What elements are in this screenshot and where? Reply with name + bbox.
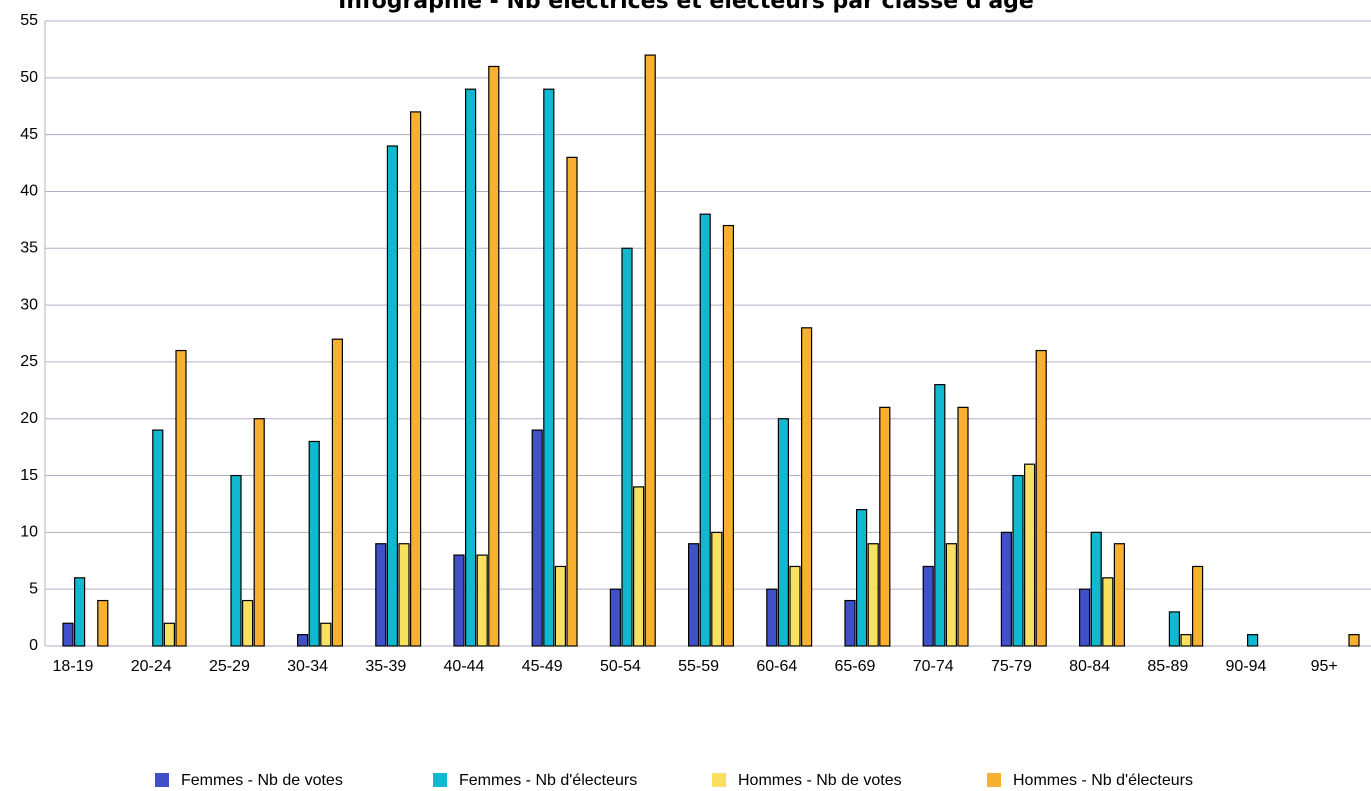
bar — [1246, 634, 1259, 647]
legend-swatch — [155, 773, 169, 787]
x-tick-label: 45-49 — [522, 658, 563, 675]
y-tick-label: 10 — [20, 524, 38, 541]
x-tick-label: 55-59 — [678, 658, 719, 675]
legend-label: Femmes - Nb d'électeurs — [459, 772, 637, 789]
bar — [609, 588, 622, 647]
bar — [957, 406, 969, 647]
bar — [453, 554, 465, 647]
bar — [62, 622, 74, 647]
x-tick-label: 20-24 — [131, 658, 172, 675]
bar — [386, 145, 398, 647]
y-tick-label: 45 — [20, 126, 38, 143]
x-tick-label: 75-79 — [991, 658, 1032, 675]
bar — [1035, 349, 1047, 647]
x-tick-label: 60-64 — [756, 658, 797, 675]
bar — [1012, 474, 1024, 647]
legend-label: Femmes - Nb de votes — [181, 772, 343, 789]
y-tick-label: 15 — [20, 467, 38, 484]
legend-label: Hommes - Nb de votes — [738, 772, 902, 789]
bar — [230, 474, 242, 647]
bar — [934, 384, 946, 647]
bar — [867, 543, 879, 647]
legend-swatch — [433, 773, 447, 787]
bar — [175, 349, 187, 647]
x-tick-label: 90-94 — [1226, 658, 1267, 675]
bar — [687, 543, 700, 647]
bar — [566, 156, 578, 647]
bar — [476, 554, 488, 647]
bar — [73, 577, 86, 647]
bar — [398, 543, 410, 647]
bar — [97, 599, 109, 647]
x-tick-label: 40-44 — [444, 658, 485, 675]
y-tick-label: 0 — [29, 637, 38, 654]
x-tick-label: 80-84 — [1069, 658, 1110, 675]
bar — [297, 634, 309, 647]
y-tick-label: 35 — [20, 239, 38, 256]
legend-swatch — [712, 773, 726, 787]
bar — [242, 599, 254, 647]
x-tick-label: 50-54 — [600, 658, 641, 675]
bar — [465, 88, 477, 647]
bar — [1168, 611, 1181, 647]
bar — [488, 65, 500, 647]
bar — [1180, 634, 1192, 647]
x-tick-label: 18-19 — [53, 658, 94, 675]
y-tick-label: 20 — [20, 410, 38, 427]
bar — [554, 565, 567, 647]
bar — [722, 224, 735, 647]
bar — [855, 509, 868, 647]
y-tick-label: 55 — [20, 12, 38, 29]
y-tick-label: 5 — [29, 580, 38, 597]
chart-title: Infographie - Nb électrices et électeurs… — [338, 0, 1034, 14]
legend-label: Hommes - Nb d'électeurs — [1013, 772, 1193, 789]
bar — [152, 429, 164, 647]
bar — [375, 543, 387, 647]
bar — [632, 486, 645, 647]
bar — [644, 54, 656, 647]
bar — [1090, 531, 1102, 647]
y-tick-label: 40 — [20, 183, 38, 200]
y-tick-label: 25 — [20, 353, 38, 370]
bar — [410, 111, 422, 647]
bar — [163, 622, 175, 647]
x-tick-label: 65-69 — [835, 658, 876, 675]
bar — [879, 406, 891, 647]
x-tick-label: 25-29 — [209, 658, 250, 675]
x-tick-label: 95+ — [1311, 658, 1338, 675]
bar — [531, 429, 543, 647]
bar — [331, 338, 343, 647]
x-tick-label: 85-89 — [1147, 658, 1188, 675]
bar — [543, 88, 555, 647]
bar — [1191, 565, 1204, 647]
y-tick-label: 50 — [20, 69, 38, 86]
bar — [1102, 577, 1114, 647]
bar — [1078, 588, 1091, 647]
bar — [766, 588, 778, 647]
x-tick-label: 30-34 — [287, 658, 328, 675]
bar — [945, 543, 958, 647]
legend-swatch — [987, 773, 1001, 787]
bar — [621, 247, 633, 647]
bar — [320, 622, 332, 647]
bar — [1113, 543, 1126, 647]
y-tick-label: 30 — [20, 296, 38, 313]
bar — [800, 327, 813, 647]
bar — [253, 418, 265, 647]
bar — [711, 531, 723, 647]
bar — [1000, 531, 1013, 647]
bar — [1023, 463, 1036, 647]
bar — [699, 213, 711, 647]
bar — [789, 565, 801, 647]
bar — [1348, 634, 1360, 647]
bar — [922, 565, 934, 647]
bar — [777, 418, 790, 647]
x-tick-label: 35-39 — [365, 658, 406, 675]
x-tick-label: 70-74 — [913, 658, 954, 675]
bar — [308, 440, 320, 647]
bar — [844, 599, 856, 647]
